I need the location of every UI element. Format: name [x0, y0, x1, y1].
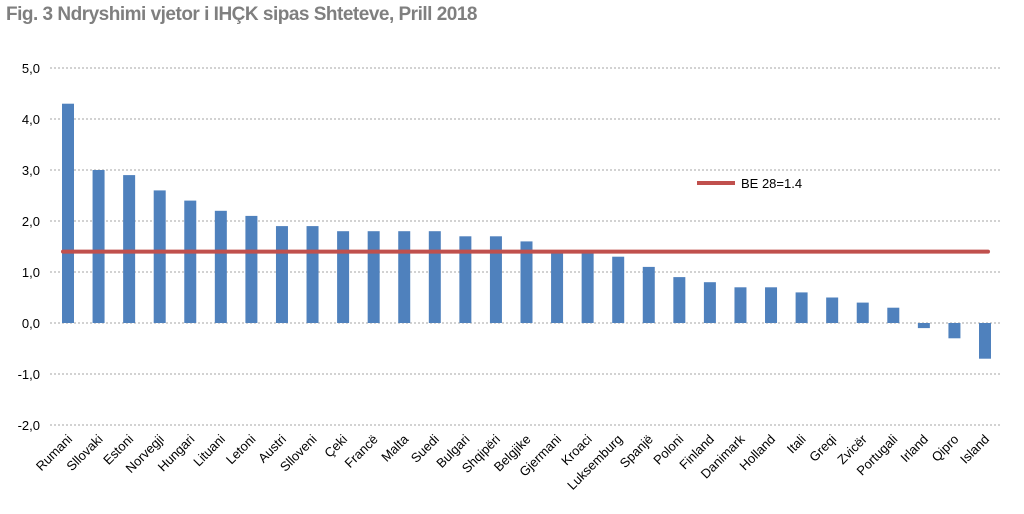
- bar-Suedi: [428, 231, 441, 323]
- bar-Greqi: [826, 297, 839, 323]
- x-tick-label: Francë: [342, 432, 381, 471]
- bar-Sllovaki: [92, 170, 105, 323]
- y-tick-label: 1,0: [22, 265, 40, 280]
- bar-Çeki: [337, 231, 350, 323]
- bar-Estoni: [123, 175, 136, 323]
- bar-Hungari: [184, 200, 197, 323]
- y-tick-label: -1,0: [18, 367, 40, 382]
- bar-Francë: [367, 231, 380, 323]
- x-tick-label: Itali: [784, 431, 809, 456]
- bar-Luksemburg: [612, 256, 625, 323]
- bar-Danimark: [734, 287, 747, 323]
- x-tick-label: Irland: [897, 432, 931, 466]
- bar-Malta: [398, 231, 411, 323]
- chart-title: Fig. 3 Ndryshimi vjetor i IHÇK sipas Sht…: [6, 4, 477, 25]
- bar-Austri: [275, 226, 288, 323]
- bar-Spanjë: [642, 266, 655, 323]
- y-tick-label: 4,0: [22, 112, 40, 127]
- bar-Poloni: [673, 277, 686, 323]
- y-tick-label: 3,0: [22, 163, 40, 178]
- bar-Bulgari: [459, 236, 472, 323]
- bar-Lituani: [214, 210, 227, 323]
- x-tick-label: Greqi: [806, 431, 839, 464]
- bar-Shqipëri: [489, 236, 502, 323]
- bar-Gjermani: [551, 251, 564, 323]
- bar-Belgjike: [520, 241, 533, 323]
- bar-Island: [979, 323, 991, 359]
- bar-Qipro: [948, 323, 961, 339]
- y-tick-label: -2,0: [18, 418, 40, 433]
- x-tick-label: Malta: [378, 431, 412, 465]
- y-tick-label: 5,0: [22, 61, 40, 76]
- bar-Portugali: [887, 307, 900, 323]
- bar-Norvegji: [153, 190, 166, 323]
- x-tick-label: Island: [957, 432, 992, 467]
- legend-label: BE 28=1.4: [741, 176, 802, 191]
- bar-Zvicër: [856, 302, 869, 323]
- x-tick-label: Lituani: [190, 431, 228, 469]
- bar-Holland: [765, 287, 778, 323]
- x-tick-label: Letoni: [223, 431, 259, 467]
- x-tick-label: Qipro: [928, 432, 961, 465]
- bar-Kroaci: [581, 251, 594, 323]
- bar-Rumani: [62, 103, 74, 323]
- bar-Itali: [795, 292, 808, 323]
- bar-Letoni: [245, 215, 258, 323]
- bar-Irland: [917, 323, 930, 329]
- y-tick-label: 0,0: [22, 316, 40, 331]
- bar-Finland: [703, 282, 716, 323]
- y-tick-label: 2,0: [22, 214, 40, 229]
- bar-Slloveni: [306, 226, 319, 323]
- x-tick-label: Spanjë: [617, 432, 656, 471]
